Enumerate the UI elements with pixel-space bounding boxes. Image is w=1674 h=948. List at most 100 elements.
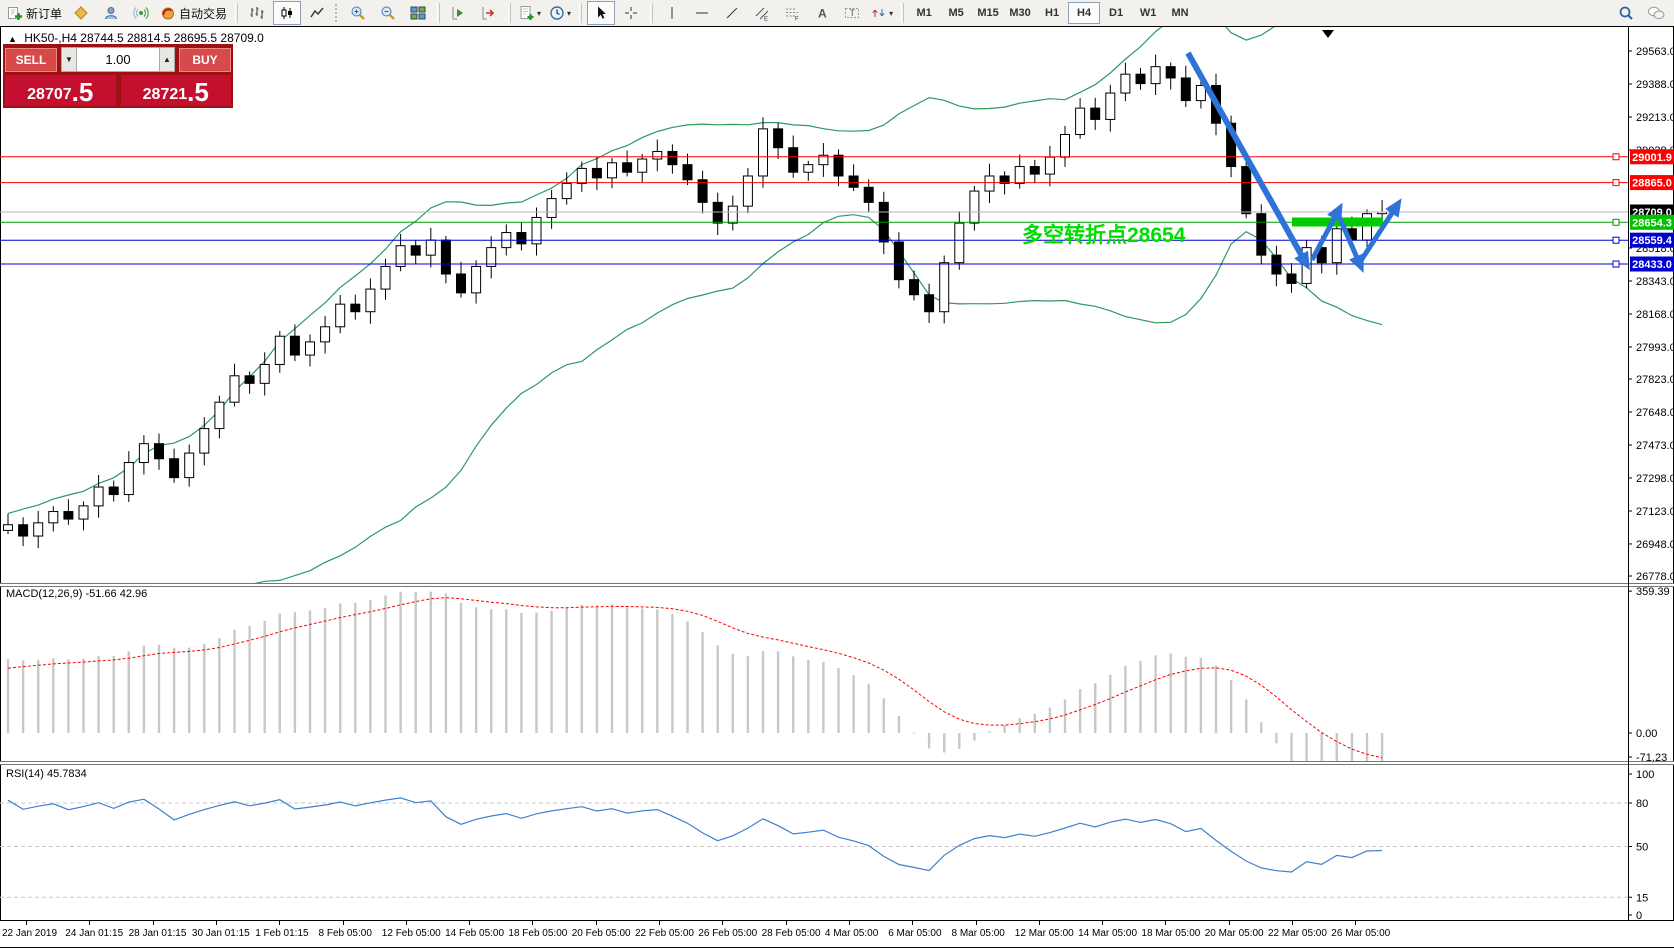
bar-chart-button[interactable] (243, 1, 271, 25)
candle-bullish (229, 375, 240, 403)
crosshair-button[interactable] (617, 1, 645, 25)
candle-bearish (591, 167, 602, 179)
macd-histogram-bar (157, 644, 161, 733)
candle-bearish (1029, 166, 1040, 175)
price-chip (1630, 232, 1674, 248)
period-clock-button[interactable]: ▾ (546, 1, 574, 25)
hline-handle[interactable] (1612, 179, 1620, 187)
text-button[interactable]: A (808, 1, 836, 25)
new-order-button[interactable]: 新订单 (4, 1, 65, 25)
candle-bullish (305, 341, 315, 356)
macd-histogram-bar (973, 733, 976, 741)
volume-increase-button[interactable]: ▲ (159, 47, 175, 72)
tf-m30-button[interactable]: M30 (1009, 7, 1031, 19)
autotrading-button[interactable]: 自动交易 (157, 1, 230, 25)
chart-step-button[interactable] (475, 1, 503, 25)
macd-pane[interactable]: 359.39 0.00 -71.23 (0, 586, 1674, 761)
candle-bullish (546, 198, 557, 218)
macd-histogram-bar (776, 651, 780, 733)
text-label-icon: T (844, 5, 860, 21)
tf-m5-button[interactable]: M5 (948, 7, 964, 19)
candle-bullish (803, 164, 814, 173)
collapse-panel-icon[interactable]: ▲ (8, 34, 17, 44)
trend-arrow[interactable] (1357, 198, 1402, 264)
macd-histogram-bar (188, 647, 191, 733)
buy-price-button[interactable]: 28721.5 (120, 75, 231, 106)
trend-arrow[interactable] (1185, 51, 1310, 271)
tf-w1-button[interactable]: W1 (1139, 7, 1157, 19)
search-button[interactable] (1612, 1, 1640, 25)
hline-handle[interactable] (1612, 153, 1620, 161)
toolbar-separator (508, 3, 512, 23)
date-label: 28 Feb 05:00 (761, 928, 821, 939)
date-tick (975, 921, 977, 925)
hline-handle[interactable] (1612, 260, 1620, 268)
market-watch-button[interactable] (67, 1, 95, 25)
profile-button[interactable] (97, 1, 125, 25)
trend-arrow[interactable] (1309, 202, 1343, 262)
macd-histogram-bar (1320, 733, 1323, 761)
macd-histogram-bar (641, 608, 644, 733)
signal-button[interactable] (127, 1, 155, 25)
pane-separator[interactable] (0, 761, 1674, 765)
cursor-button[interactable] (587, 1, 616, 25)
hline-handle[interactable] (1612, 236, 1620, 244)
price-axis-tick-label: 27823.0 (1636, 374, 1674, 386)
trend-arrow[interactable] (1335, 213, 1364, 273)
line-chart-button[interactable] (303, 1, 331, 25)
date-tick (279, 921, 281, 925)
candle-bearish (410, 245, 421, 256)
tf-m1-button[interactable]: M1 (916, 7, 932, 19)
tf-d1-button[interactable]: D1 (1109, 7, 1124, 19)
zoom-in-button[interactable] (344, 1, 372, 25)
macd-histogram-bar (686, 621, 689, 733)
date-label: 18 Mar 05:00 (1141, 928, 1201, 939)
zoom-in-icon (350, 5, 366, 21)
tile-windows-button[interactable] (404, 1, 432, 25)
price-axis-tick-label: 27648.0 (1636, 407, 1674, 419)
buy-button[interactable]: BUY (179, 47, 231, 72)
sell-button[interactable]: SELL (5, 47, 57, 72)
trend-annotation[interactable]: 多空转折点28654 (1022, 224, 1186, 247)
new-chart-button[interactable]: ▾ (516, 1, 544, 25)
hline-handle[interactable] (1612, 218, 1620, 226)
ohlc-values: 28744.5 28814.5 28695.5 28709.0 (80, 31, 264, 45)
vertical-line-button[interactable] (658, 1, 686, 25)
sell-price-button[interactable]: 28707.5 (5, 75, 116, 106)
chart-play-icon (451, 5, 467, 21)
macd-histogram-bar (6, 659, 10, 733)
text-label-button[interactable]: T (838, 1, 866, 25)
macd-histogram-bar (1109, 674, 1112, 733)
macd-histogram-bar (746, 656, 750, 733)
candle-bullish (380, 265, 391, 290)
tf-m15-button[interactable]: M15 (977, 7, 999, 19)
chart-play-button[interactable] (445, 1, 473, 25)
arrow-tools-button[interactable]: ▾ (868, 1, 896, 25)
rsi-pane[interactable]: 100 80 50 15 0 (0, 765, 1674, 920)
price-chip-label: 28559.4 (1632, 235, 1673, 247)
chat-button[interactable] (1642, 1, 1670, 25)
candle-bullish (48, 511, 59, 524)
date-label: 28 Jan 01:15 (128, 928, 187, 939)
tf-h1-button[interactable]: H1 (1045, 7, 1060, 19)
chart-shift-marker[interactable] (1322, 30, 1334, 38)
toolbar-separator (437, 3, 441, 23)
zoom-out-button[interactable] (374, 1, 402, 25)
horizontal-line-button[interactable] (688, 1, 716, 25)
arrow-tools-icon (871, 5, 887, 21)
tf-h4-button[interactable]: H4 (1068, 2, 1101, 24)
rsi-axis-tick-label: 50 (1636, 842, 1648, 854)
price-pane[interactable]: 29563.029388.029213.029038.028518.028343… (0, 27, 1674, 583)
candle-bullish (123, 462, 134, 496)
fibonacci-button[interactable]: F (778, 1, 806, 25)
time-axis[interactable]: 22 Jan 2019 24 Jan 01:15 28 Jan 01:15 30 Ja… (0, 921, 1674, 947)
volume-input[interactable]: 1.00 (77, 47, 159, 72)
volume-decrease-button[interactable]: ▼ (61, 47, 77, 72)
candlestick-chart-button[interactable] (273, 1, 302, 25)
tf-mn-button[interactable]: MN (1171, 7, 1189, 19)
trendline-button[interactable] (718, 1, 746, 25)
channel-button[interactable]: E (748, 1, 776, 25)
candle-bullish (1044, 156, 1055, 175)
date-label: 26 Feb 05:00 (698, 928, 758, 939)
pane-separator[interactable] (0, 583, 1674, 587)
